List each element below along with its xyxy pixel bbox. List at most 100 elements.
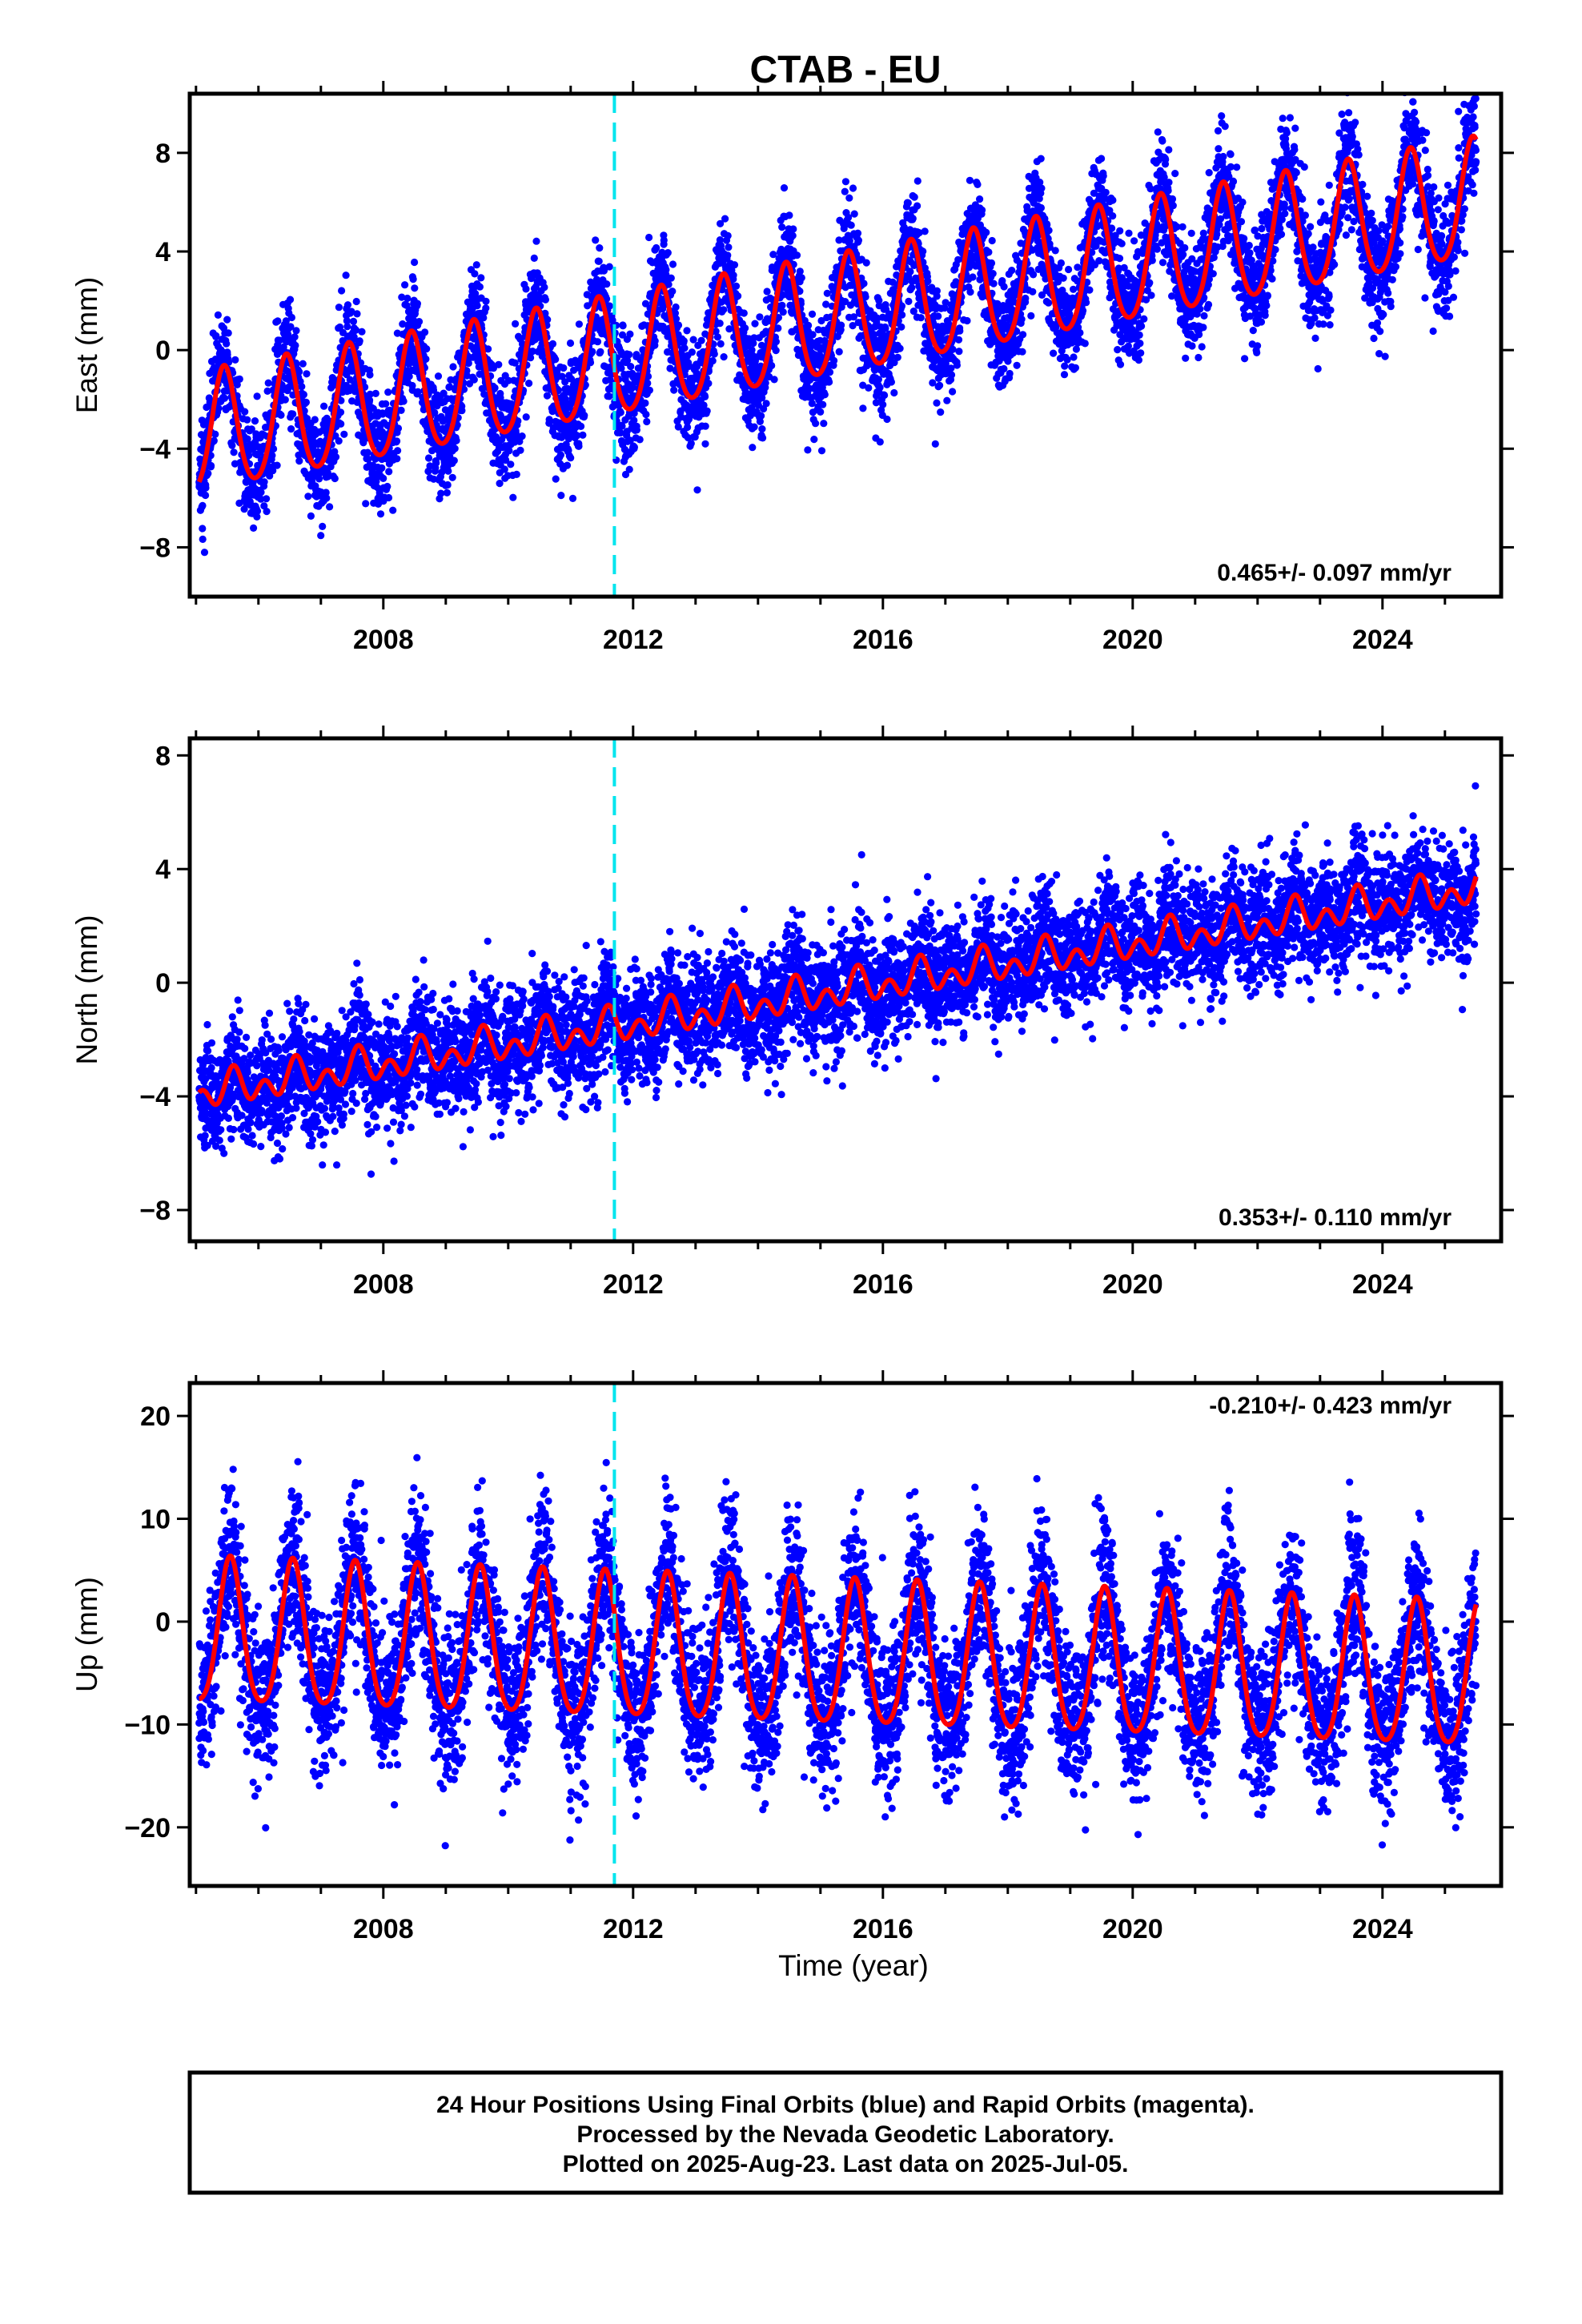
data-point [887,378,895,386]
data-point [809,331,817,339]
data-point [933,287,941,295]
data-point [260,502,268,510]
data-point [292,327,300,335]
data-point [250,524,258,533]
data-point [969,273,977,281]
data-point [793,251,801,259]
data-point [850,210,858,218]
data-point [563,461,572,469]
data-point [630,443,639,452]
data-point [987,259,996,267]
data-point [917,314,925,322]
data-point [1037,203,1045,212]
data-point [955,348,963,356]
data-point [593,338,602,346]
data-point [768,361,776,370]
data-point [966,288,974,296]
data-point [724,231,732,239]
data-point [231,356,239,364]
data-point [909,215,917,223]
data-point [580,412,588,420]
data-point [342,271,350,279]
data-point [376,510,385,518]
data-point [532,237,540,245]
data-point [913,177,921,185]
data-point [482,297,490,305]
data-point [1059,274,1067,282]
data-point [530,254,538,262]
data-point [823,289,831,297]
data-point [202,484,210,492]
data-point [841,187,849,195]
data-point [470,376,478,384]
data-point [389,506,397,514]
data-point [860,279,868,287]
data-point [710,350,718,358]
data-point [458,407,466,415]
data-point [879,400,887,408]
data-point [394,424,403,432]
data-point [830,356,838,364]
data-point [701,440,709,448]
data-point [282,317,290,325]
data-point [1022,294,1030,303]
data-point [821,391,829,399]
data-point [393,437,401,445]
data-point [567,454,575,462]
data-point [243,416,251,424]
data-point [921,227,929,235]
data-point [525,380,533,388]
data-point [423,345,431,353]
data-point [819,400,827,408]
data-point [651,337,659,345]
data-point [1045,299,1053,307]
data-point [605,302,614,310]
data-point [358,328,366,336]
data-point [214,311,222,319]
data-point [720,306,728,314]
data-point [315,475,323,483]
data-point [421,328,429,336]
data-point [223,340,231,348]
data-point [343,323,351,331]
data-point [596,348,604,356]
data-point [319,522,327,531]
data-point [988,236,996,245]
data-point [382,400,390,408]
data-point [976,195,984,203]
data-point [859,404,867,412]
data-point [505,447,513,455]
data-point [443,489,452,497]
data-point [751,320,759,328]
data-point [199,525,207,533]
data-point [541,296,550,304]
data-point [212,332,220,340]
data-point [522,413,530,421]
data-point [323,494,331,502]
data-point [317,532,325,540]
data-point [204,469,212,477]
data-point [849,184,857,192]
data-point [924,277,932,285]
data-point [796,267,804,275]
data-point [449,363,457,371]
data-point [772,338,781,346]
data-point [588,348,596,356]
data-point [669,260,677,268]
data-point [545,416,553,424]
data-point [1076,328,1084,337]
data-point [518,432,526,440]
data-point [263,387,271,395]
data-point [854,236,862,244]
data-point [953,361,961,369]
data-point [224,329,232,337]
data-point [1102,188,1110,196]
data-point [1079,307,1087,315]
data-point [448,473,456,481]
data-point [302,398,310,406]
data-point [378,464,386,472]
data-point [990,279,998,287]
data-point [432,459,440,467]
data-point [507,460,515,468]
data-point [251,417,259,425]
